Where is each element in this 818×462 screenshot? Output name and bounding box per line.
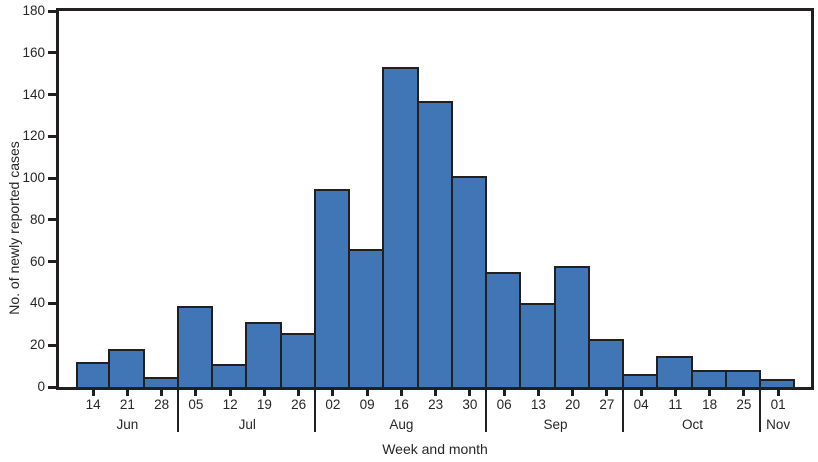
bar [724, 370, 761, 387]
x-axis-tick [673, 390, 677, 396]
x-axis-tick [639, 390, 643, 396]
x-axis-tick [571, 390, 575, 396]
y-axis-tick [48, 51, 57, 55]
bar [108, 349, 145, 387]
week-tick-label: 23 [428, 397, 444, 412]
x-axis-tick [536, 390, 540, 396]
week-tick-label: 21 [119, 397, 135, 412]
bar [587, 338, 624, 387]
week-tick-label: 01 [770, 397, 786, 412]
y-axis-tick-label: 100 [22, 170, 45, 186]
week-tick-label: 30 [462, 397, 478, 412]
week-tick-label: 05 [188, 397, 204, 412]
y-axis-tick-label: 20 [29, 337, 45, 353]
week-tick-label: 25 [736, 397, 752, 412]
x-axis-tick [399, 390, 403, 396]
week-tick-label: 14 [85, 397, 101, 412]
y-axis-tick [48, 176, 57, 180]
y-axis-tick [48, 343, 57, 347]
month-separator [484, 387, 488, 432]
week-tick-label: 12 [222, 397, 238, 412]
x-axis-tick [502, 390, 506, 396]
x-axis-tick [262, 390, 266, 396]
y-axis-tick [48, 218, 57, 222]
month-separator [176, 387, 179, 432]
bar [553, 265, 590, 387]
y-axis-tick-label: 40 [29, 295, 45, 311]
month-separator [758, 387, 762, 432]
week-tick-label: 11 [668, 397, 683, 412]
y-axis-tick-label: 120 [22, 128, 45, 144]
x-axis-tick [434, 390, 438, 396]
week-tick-label: 06 [496, 397, 512, 412]
month-label: Sep [543, 417, 568, 432]
x-axis-tick [91, 390, 95, 396]
x-axis-title: Week and month [382, 441, 488, 457]
bar [485, 272, 522, 387]
y-axis-tick [48, 134, 57, 138]
week-tick-label: 04 [633, 397, 649, 412]
x-axis-tick [297, 390, 301, 396]
x-axis-tick [228, 390, 232, 396]
week-tick-label: 19 [256, 397, 272, 412]
x-axis-tick [708, 390, 712, 396]
x-axis-tick [365, 390, 369, 396]
bar [759, 378, 796, 387]
month-separator [313, 387, 316, 432]
x-axis-tick [605, 390, 609, 396]
y-axis-tick [48, 301, 57, 305]
y-axis-tick [48, 260, 57, 264]
y-axis-tick-label: 160 [22, 44, 45, 60]
month-label: Nov [766, 417, 791, 432]
y-axis-tick [48, 93, 57, 97]
y-axis-tick [48, 9, 57, 13]
x-axis-tick [776, 390, 780, 396]
x-axis-tick [468, 390, 472, 396]
bar [656, 355, 693, 387]
bar [176, 305, 213, 387]
week-tick-label: 28 [154, 397, 170, 412]
month-label: Jun [116, 417, 139, 432]
week-tick-label: 16 [393, 397, 409, 412]
x-axis-tick [194, 390, 198, 396]
y-axis-tick-label: 60 [29, 253, 45, 269]
month-label: Oct [681, 417, 703, 432]
week-tick-label: 13 [530, 397, 546, 412]
x-axis-tick [125, 390, 129, 396]
x-axis-tick [331, 390, 335, 396]
x-axis-tick [742, 390, 746, 396]
month-separator [621, 387, 625, 432]
x-axis-tick [160, 390, 164, 396]
y-axis-tick-label: 0 [37, 379, 45, 394]
plot-frame [56, 8, 814, 390]
week-tick-label: 26 [291, 397, 307, 412]
y-axis-tick-label: 80 [29, 211, 45, 227]
month-label: Jul [238, 417, 256, 432]
y-axis-tick-label: 140 [22, 86, 45, 102]
week-tick-label: 09 [359, 397, 375, 412]
week-tick-label: 27 [599, 397, 615, 412]
y-axis-tick [48, 385, 57, 389]
month-label: Aug [389, 417, 414, 432]
bar [519, 303, 556, 387]
week-tick-label: 18 [702, 397, 718, 412]
week-tick-label: 02 [325, 397, 341, 412]
y-axis-tick-label: 180 [22, 3, 45, 18]
week-tick-label: 20 [565, 397, 581, 412]
